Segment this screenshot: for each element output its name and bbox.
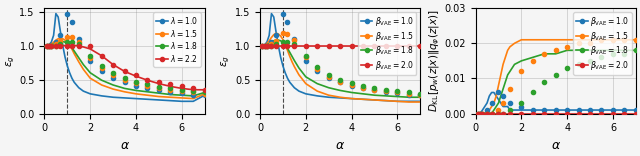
Legend: $\beta_{\mathrm{VAE}}=1.0$, $\beta_{\mathrm{VAE}}=1.5$, $\beta_{\mathrm{VAE}}=1.: $\beta_{\mathrm{VAE}}=1.0$, $\beta_{\mat…: [358, 12, 417, 75]
X-axis label: $\alpha$: $\alpha$: [550, 139, 561, 152]
Y-axis label: $\varepsilon_g$: $\varepsilon_g$: [4, 55, 17, 67]
Y-axis label: $D_{\mathrm{KL}}[p_w(z|x) \| q_\varphi(z|x)]$: $D_{\mathrm{KL}}[p_w(z|x) \| q_\varphi(z…: [427, 10, 442, 112]
Y-axis label: $\varepsilon_g$: $\varepsilon_g$: [220, 55, 232, 67]
X-axis label: $\alpha$: $\alpha$: [120, 139, 129, 152]
Legend: $\lambda=1.0$, $\lambda=1.5$, $\lambda=1.8$, $\lambda=2.2$: $\lambda=1.0$, $\lambda=1.5$, $\lambda=1…: [153, 12, 201, 67]
X-axis label: $\alpha$: $\alpha$: [335, 139, 345, 152]
Legend: $\beta_{\mathrm{VAE}}=1.0$, $\beta_{\mathrm{VAE}}=1.5$, $\beta_{\mathrm{VAE}}=1.: $\beta_{\mathrm{VAE}}=1.0$, $\beta_{\mat…: [573, 12, 632, 75]
